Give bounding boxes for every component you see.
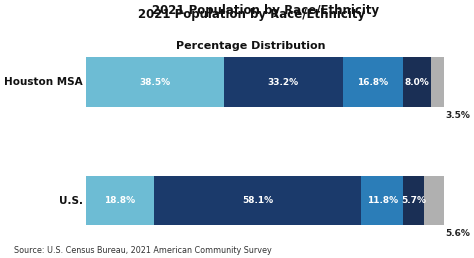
- Bar: [224, 57, 343, 107]
- Text: 33.2%: 33.2%: [268, 78, 299, 87]
- Bar: [154, 176, 361, 225]
- Text: Source: U.S. Census Bureau, 2021 American Community Survey: Source: U.S. Census Bureau, 2021 America…: [14, 246, 272, 255]
- Text: 8.0%: 8.0%: [405, 78, 429, 87]
- Text: 5.7%: 5.7%: [401, 196, 426, 205]
- Bar: [424, 176, 444, 225]
- Text: 5.6%: 5.6%: [445, 229, 470, 238]
- Bar: [403, 176, 424, 225]
- Bar: [361, 176, 403, 225]
- Bar: [431, 57, 444, 107]
- Text: 2021 Population by Race/Ethnicity: 2021 Population by Race/Ethnicity: [137, 8, 365, 21]
- Text: 3.5%: 3.5%: [445, 111, 470, 120]
- Bar: [86, 176, 154, 225]
- Text: 58.1%: 58.1%: [242, 196, 273, 205]
- Text: 11.8%: 11.8%: [367, 196, 398, 205]
- Text: Houston MSA: Houston MSA: [4, 77, 83, 87]
- Text: 16.8%: 16.8%: [357, 78, 388, 87]
- Text: U.S.: U.S.: [59, 196, 83, 206]
- Text: 2021 Population by Race/Ethnicity: 2021 Population by Race/Ethnicity: [152, 4, 379, 17]
- Bar: [343, 57, 403, 107]
- Text: 18.8%: 18.8%: [104, 196, 136, 205]
- Bar: [86, 57, 224, 107]
- Bar: [403, 57, 431, 107]
- Text: Percentage Distribution: Percentage Distribution: [176, 41, 326, 51]
- Text: 38.5%: 38.5%: [140, 78, 171, 87]
